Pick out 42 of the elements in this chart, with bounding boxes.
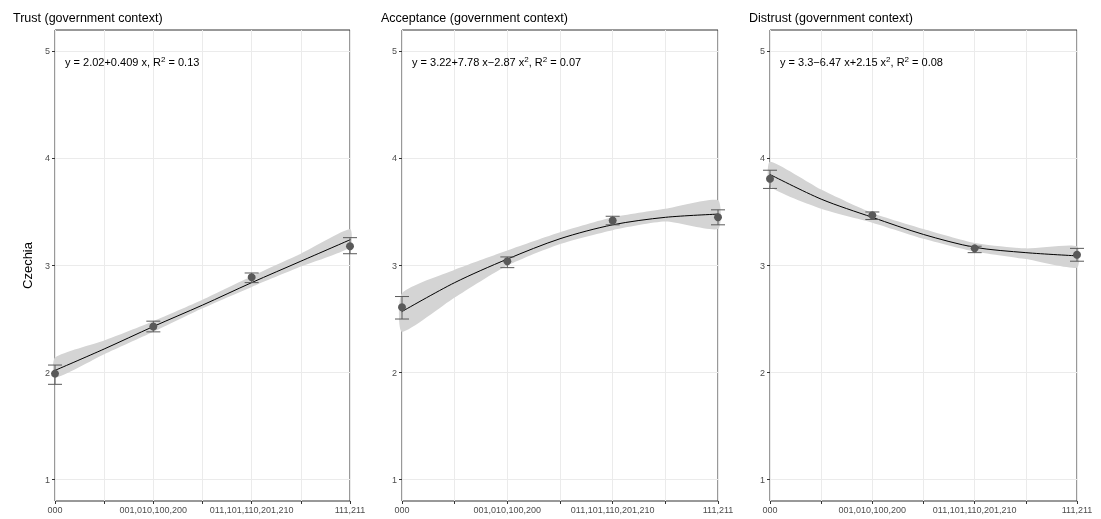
point (346, 242, 354, 251)
point (149, 322, 158, 331)
y-tick-label: 5 (391, 46, 397, 57)
x-tick-label: 001,010,100,200 (473, 504, 542, 515)
x-tick-label: 111,211 (334, 504, 366, 515)
x-tick-label: 111,211 (702, 504, 734, 515)
point (970, 244, 979, 253)
point (503, 257, 512, 266)
point (608, 216, 617, 225)
chart-title: Acceptance (government context) (381, 10, 568, 25)
point (247, 273, 256, 282)
x-tick-label: 001,010,100,200 (838, 504, 907, 515)
x-tick-label: 111,211 (1061, 504, 1093, 515)
chart-title: Trust (government context) (13, 10, 163, 25)
point (51, 369, 59, 378)
chart-title: Distrust (government context) (749, 10, 913, 25)
y-tick-label: 3 (391, 260, 397, 271)
y-tick-label: 1 (391, 474, 397, 485)
point (766, 174, 774, 183)
y-tick-label: 4 (759, 153, 765, 164)
point (398, 303, 406, 312)
y-tick-label: 2 (759, 367, 765, 378)
y-axis-title: Czechia (20, 241, 36, 289)
y-tick-label: 1 (759, 474, 765, 485)
y-tick-label: 4 (391, 153, 397, 164)
y-tick-label: 5 (759, 46, 765, 57)
x-tick-label: 011,101,110,201,210 (932, 504, 1017, 515)
y-tick-label: 5 (44, 46, 50, 57)
y-tick-label: 4 (44, 153, 50, 164)
x-tick-label: 000 (762, 504, 778, 515)
y-tick-label: 3 (44, 260, 50, 271)
y-tick-label: 3 (759, 260, 765, 271)
y-tick-label: 2 (44, 367, 50, 378)
x-tick-label: 001,010,100,200 (119, 504, 188, 515)
point (714, 213, 722, 222)
y-tick-label: 1 (44, 474, 50, 485)
y-tick-label: 2 (391, 367, 397, 378)
x-tick-label: 000 (47, 504, 63, 515)
point (868, 211, 877, 220)
x-tick-label: 011,101,110,201,210 (209, 504, 294, 515)
x-tick-label: 011,101,110,201,210 (570, 504, 655, 515)
x-tick-label: 000 (394, 504, 410, 515)
